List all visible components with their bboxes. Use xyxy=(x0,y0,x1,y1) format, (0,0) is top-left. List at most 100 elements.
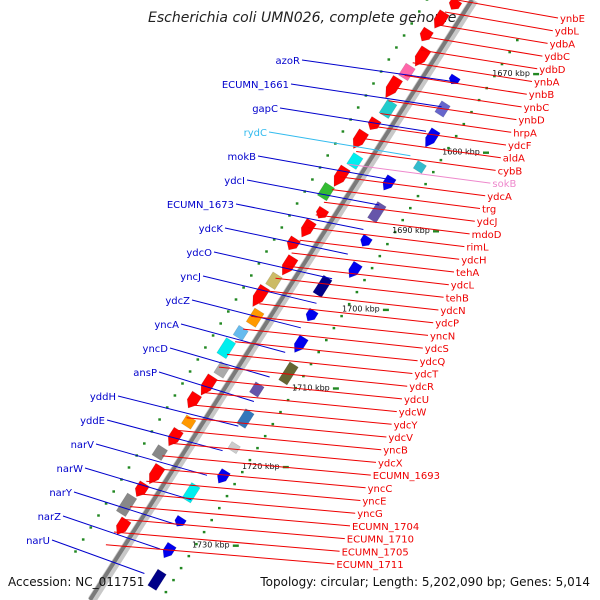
tick-dot xyxy=(218,506,221,510)
gene-feature xyxy=(167,426,184,447)
tick-dot xyxy=(120,478,123,481)
gene-label-yddh: yddH xyxy=(90,392,116,403)
tick-dot xyxy=(181,382,184,385)
gene-label-ynca: yncA xyxy=(154,320,179,331)
tick-dot xyxy=(164,590,168,594)
gene-label-ydcv: ydcV xyxy=(388,433,413,444)
gene-feature xyxy=(281,254,299,276)
gene-feature xyxy=(200,373,218,396)
gene-label-ydbd: ydbD xyxy=(539,65,566,76)
gene-label-tehb: tehB xyxy=(446,293,469,304)
gene-label-naru: narU xyxy=(26,536,50,547)
kbp-tick xyxy=(483,151,489,154)
tick-dot xyxy=(387,58,391,61)
gene-label-narz: narZ xyxy=(38,512,62,523)
gene-label-ecumn_1710: ECUMN_1710 xyxy=(347,535,414,546)
tick-dot xyxy=(172,578,175,582)
connector-line xyxy=(202,392,397,413)
gene-label-alda: aldA xyxy=(503,154,525,165)
gene-label-ecumn_1705: ECUMN_1705 xyxy=(342,547,409,558)
tick-dot xyxy=(447,146,450,150)
tick-dot xyxy=(332,326,336,330)
tick-dot xyxy=(402,34,406,37)
gene-label-rydc: rydC xyxy=(244,128,267,139)
tick-dot xyxy=(97,514,100,517)
tick-dot xyxy=(425,0,429,1)
gene-label-ecumn_1661: ECUMN_1661 xyxy=(222,80,289,91)
gene-label-ydcs: ydcS xyxy=(425,344,449,355)
gene-feature xyxy=(252,283,271,308)
tick-dot xyxy=(202,530,206,534)
gene-label-ydcx: ydcX xyxy=(378,458,403,469)
connector-line xyxy=(257,155,395,181)
tick-dot xyxy=(432,170,435,174)
connector-line xyxy=(251,315,429,336)
connector-line xyxy=(315,214,470,235)
gene-feature xyxy=(232,324,249,341)
tick-dot xyxy=(395,46,398,49)
connector-line xyxy=(113,531,340,552)
gene-label-yncb: yncB xyxy=(383,446,408,457)
tick-dot xyxy=(173,394,177,397)
connector-line xyxy=(283,265,449,286)
tick-dot xyxy=(250,274,253,277)
gene-feature xyxy=(385,74,404,99)
tick-dot xyxy=(271,422,275,426)
tick-dot xyxy=(326,154,329,157)
gene-label-narv: narV xyxy=(71,440,95,451)
connector-line xyxy=(291,252,455,273)
tick-dot xyxy=(317,350,320,354)
tick-dot xyxy=(187,554,191,558)
gene-label-yncj: yncJ xyxy=(180,272,201,283)
tick-dot xyxy=(462,122,466,126)
gene-feature xyxy=(425,127,441,148)
gene-label-ynbb: ynbB xyxy=(529,90,555,101)
gene-label-yncn: yncN xyxy=(430,331,455,342)
tick-dot xyxy=(416,194,420,198)
connector-line xyxy=(210,379,403,400)
connector-line xyxy=(246,179,380,206)
tick-dot xyxy=(311,178,314,181)
tick-dot xyxy=(272,238,276,241)
gene-label-yncc: yncC xyxy=(368,484,393,495)
connector-line xyxy=(146,480,361,501)
connector-line xyxy=(307,227,465,248)
connector-line xyxy=(218,366,408,387)
genome-backbone xyxy=(88,0,478,600)
gene-label-teha: tehA xyxy=(456,268,479,279)
tick-dot xyxy=(265,250,268,253)
kbp-label: 1700 kbp xyxy=(342,305,380,314)
tick-dot xyxy=(347,302,351,306)
gene-label-azor: azoR xyxy=(276,56,300,67)
gene-label-ydcf: ydcF xyxy=(508,141,532,152)
gene-label-sokb: sokB xyxy=(492,179,516,190)
gene-feature xyxy=(236,408,255,429)
gene-feature xyxy=(216,337,237,360)
connector-line xyxy=(106,419,223,452)
connector-line xyxy=(279,107,427,132)
tick-dot xyxy=(219,322,222,325)
tick-dot xyxy=(424,182,427,186)
gene-label-yncd: yncD xyxy=(143,344,169,355)
gene-label-ynce: yncE xyxy=(362,497,386,508)
label-connectors xyxy=(51,0,559,574)
connector-line xyxy=(235,203,364,230)
connector-line xyxy=(356,151,496,171)
tick-dot xyxy=(248,458,252,462)
gene-feature xyxy=(316,181,336,202)
tick-dot xyxy=(288,214,291,217)
tick-dot xyxy=(386,242,389,246)
tick-dot xyxy=(363,278,366,282)
gene-feature xyxy=(213,360,231,379)
tick-dot xyxy=(127,466,131,469)
gene-feature xyxy=(348,260,363,279)
kbp-tick xyxy=(332,387,339,390)
tick-dot xyxy=(508,50,511,54)
tick-dot xyxy=(325,338,328,342)
genome-info-label: Topology: circular; Length: 5,202,090 bp… xyxy=(259,575,590,589)
gene-label-ecumn_1711: ECUMN_1711 xyxy=(336,560,403,571)
connector-line xyxy=(162,455,371,476)
gene-feature xyxy=(174,514,187,527)
